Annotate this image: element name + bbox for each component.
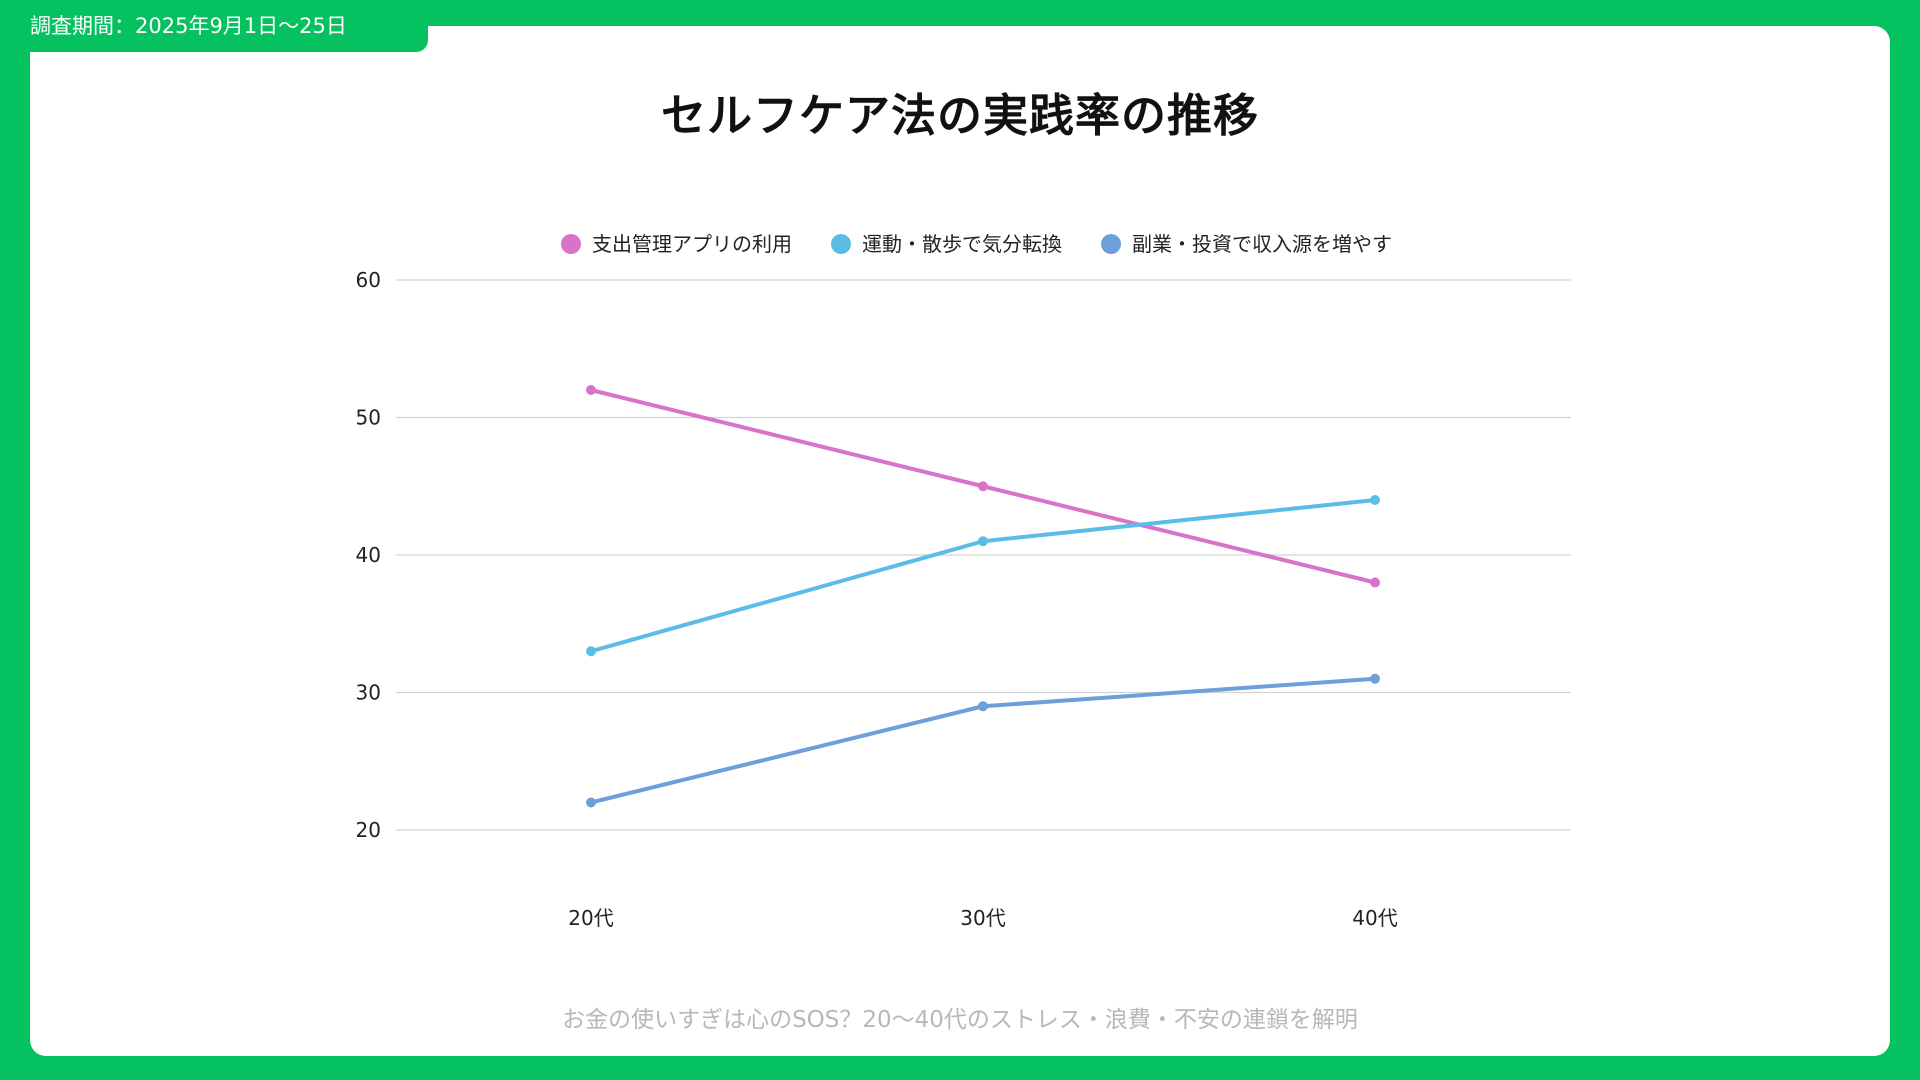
legend-label: 運動・散歩で気分転換: [862, 232, 1062, 256]
legend-marker: [561, 234, 581, 254]
data-point[interactable]: [586, 385, 596, 395]
data-point[interactable]: [1370, 673, 1380, 684]
survey-period-label: 調査期間：2025年9月1日〜25日: [30, 14, 347, 38]
legend-marker: [1101, 234, 1121, 254]
legend: 支出管理アプリの利用 運動・散歩で気分転換 副業・投資で収入源を増やす: [561, 232, 1392, 256]
series-2: [586, 495, 1380, 657]
legend-marker: [831, 234, 851, 254]
x-tick-label: 30代: [960, 906, 1005, 930]
data-point[interactable]: [586, 646, 596, 657]
data-point[interactable]: [1370, 495, 1380, 505]
series-3: [586, 673, 1380, 808]
survey-period-tab: 調査期間：2025年9月1日〜25日: [0, 0, 428, 52]
data-point[interactable]: [978, 481, 988, 492]
legend-label: 副業・投資で収入源を増やす: [1132, 232, 1392, 256]
legend-item[interactable]: 支出管理アプリの利用: [561, 232, 792, 256]
chart-card: [30, 26, 1890, 1056]
data-point[interactable]: [978, 536, 988, 547]
data-point[interactable]: [978, 701, 988, 712]
y-tick-label: 20: [356, 818, 381, 842]
series-1: [586, 385, 1380, 588]
chart-title: セルフケア法の実践率の推移: [660, 89, 1259, 142]
x-tick-label: 40代: [1352, 906, 1397, 930]
data-point[interactable]: [1370, 577, 1380, 588]
series-line: [589, 676, 1377, 805]
grid-lines: [396, 279, 1571, 831]
y-tick-label: 60: [356, 268, 381, 292]
legend-item[interactable]: 運動・散歩で気分転換: [831, 232, 1062, 256]
series-lines: [586, 385, 1380, 808]
series-line: [589, 498, 1377, 654]
x-axis-ticks: 20代 30代 40代: [568, 906, 1397, 930]
legend-item[interactable]: 副業・投資で収入源を増やす: [1101, 232, 1392, 256]
data-point[interactable]: [586, 797, 596, 808]
y-axis-ticks: 20 30 40 50 60: [356, 268, 381, 842]
legend-label: 支出管理アプリの利用: [592, 232, 792, 256]
x-tick-label: 20代: [568, 906, 613, 930]
y-tick-label: 50: [356, 406, 381, 430]
footer-caption: お金の使いすぎは心のSOS？20〜40代のストレス・浪費・不安の連鎖を解明: [562, 1007, 1358, 1033]
y-tick-label: 40: [356, 543, 381, 567]
y-tick-label: 30: [356, 681, 381, 705]
